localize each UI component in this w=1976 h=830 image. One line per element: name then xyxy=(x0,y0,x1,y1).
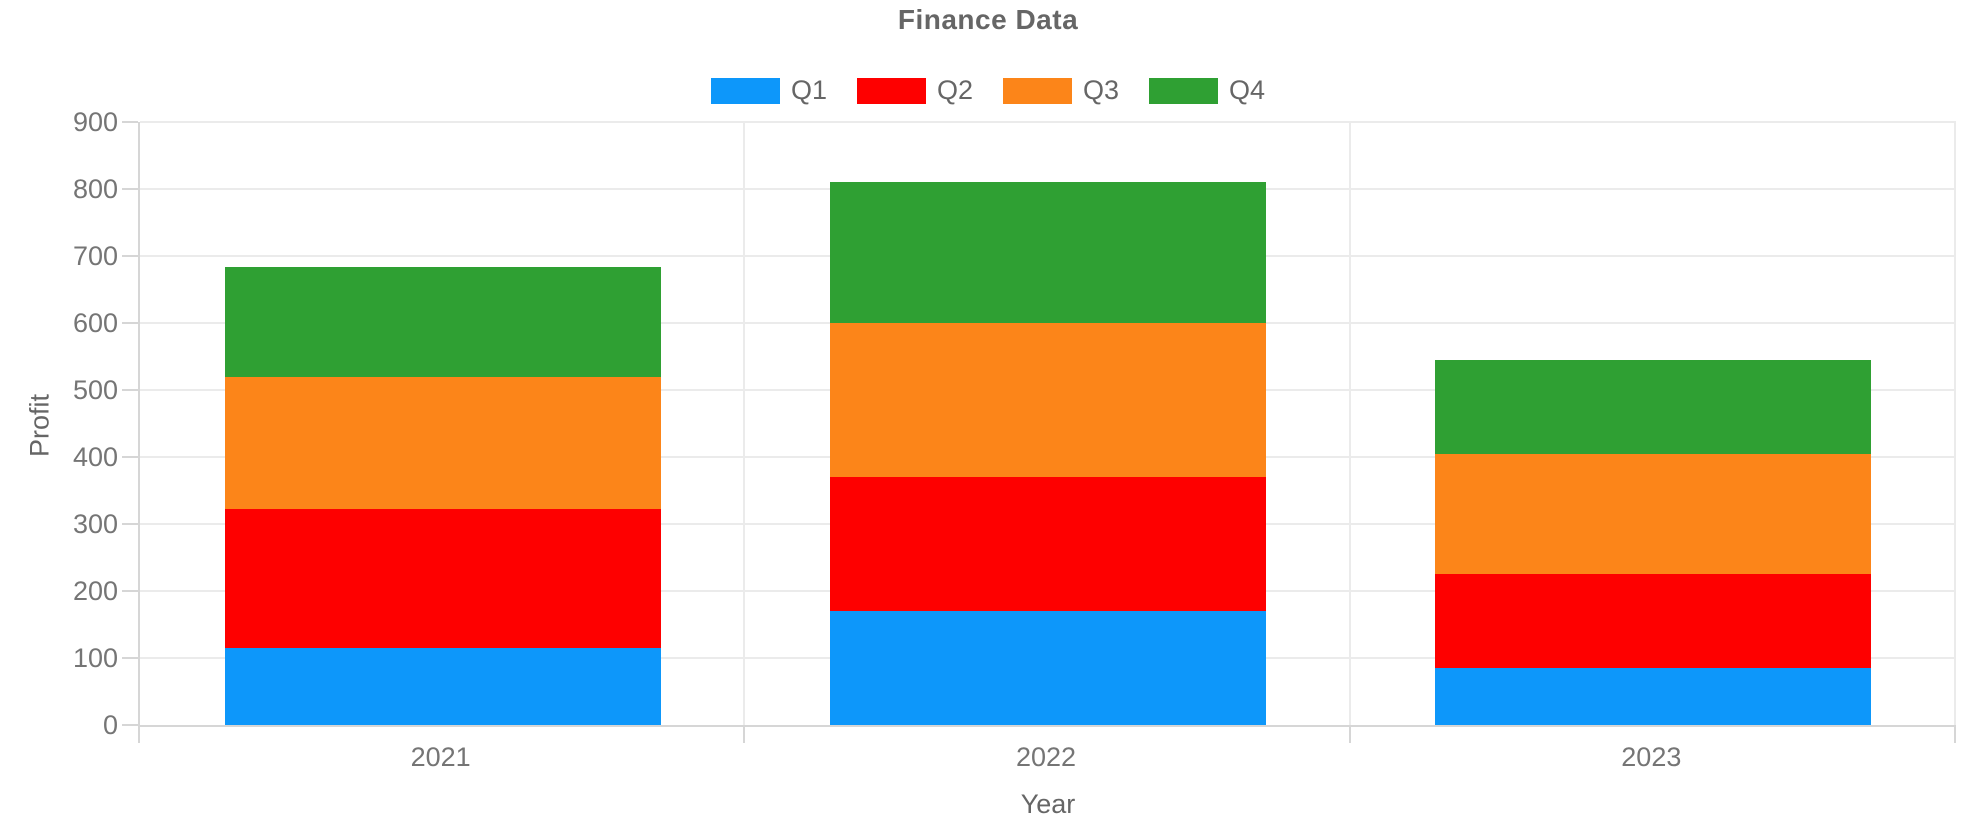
bar-2021-q1-segment[interactable] xyxy=(224,647,661,725)
x-tick-label-2021: 2021 xyxy=(410,742,471,772)
bar-2023-q4-segment[interactable] xyxy=(1435,359,1872,454)
legend-swatch-q4-icon xyxy=(1149,77,1219,104)
legend-item-q2[interactable]: Q2 xyxy=(856,75,973,106)
legend-swatch-q3-icon xyxy=(1003,77,1072,104)
y-tick-mark-500 xyxy=(122,389,138,391)
y-axis-title: Profit xyxy=(24,393,55,458)
y-tick-mark-800 xyxy=(122,188,138,190)
y-tick-mark-300 xyxy=(122,523,138,525)
y-gridline-900 xyxy=(140,121,1956,123)
legend-label-q3: Q3 xyxy=(1083,75,1120,105)
y-tick-label-600: 600 xyxy=(72,308,118,338)
legend-label-q1: Q1 xyxy=(790,75,827,105)
legend: Q1 Q2 Q3 Q4 xyxy=(0,75,1976,106)
y-tick-label-900: 900 xyxy=(72,107,118,137)
bar-2023-q2-segment[interactable] xyxy=(1435,574,1872,669)
legend-label-q4: Q4 xyxy=(1229,75,1266,105)
legend-item-q3[interactable]: Q3 xyxy=(1003,75,1119,106)
y-tick-label-700: 700 xyxy=(72,241,118,271)
bar-2022-q1-segment[interactable] xyxy=(830,611,1266,725)
legend-label-q2: Q2 xyxy=(936,75,973,105)
x-tick-mark-3 xyxy=(1954,727,1956,743)
y-tick-mark-900 xyxy=(122,121,138,123)
bar-2023-q1-segment[interactable] xyxy=(1435,668,1872,725)
y-tick-mark-400 xyxy=(122,456,138,458)
y-tick-label-300: 300 xyxy=(72,509,118,539)
x-tick-mark-0 xyxy=(138,727,140,743)
y-tick-label-500: 500 xyxy=(72,375,118,405)
y-tick-label-400: 400 xyxy=(72,442,118,472)
legend-swatch-q1-icon xyxy=(710,77,780,104)
bar-2022-q2-segment[interactable] xyxy=(830,477,1266,612)
legend-item-q1[interactable]: Q1 xyxy=(710,75,827,106)
y-tick-label-0: 0 xyxy=(102,710,118,740)
y-gridline-600 xyxy=(140,322,1956,324)
y-tick-mark-700 xyxy=(122,255,138,257)
bar-2022-q4-segment[interactable] xyxy=(830,182,1266,323)
x-tick-mark-2 xyxy=(1348,727,1351,743)
x-axis-title: Year xyxy=(1020,789,1076,819)
bar-2022-q3-segment[interactable] xyxy=(830,323,1266,478)
bar-2023-q3-segment[interactable] xyxy=(1435,453,1872,575)
x-gridline-3 xyxy=(1954,122,1956,725)
plot-area xyxy=(122,121,1956,743)
chart-title: Finance Data xyxy=(897,4,1079,35)
y-tick-label-800: 800 xyxy=(72,174,118,204)
y-tick-mark-100 xyxy=(122,657,138,659)
bar-2021-q2-segment[interactable] xyxy=(224,509,661,648)
x-gridline-1 xyxy=(743,122,746,725)
bar-2021-q4-segment[interactable] xyxy=(224,266,661,377)
x-tick-mark-1 xyxy=(743,727,746,743)
x-tick-label-2022: 2022 xyxy=(1015,742,1077,772)
y-tick-label-100: 100 xyxy=(72,643,118,673)
y-tick-mark-200 xyxy=(122,590,138,592)
y-tick-label-200: 200 xyxy=(72,576,118,606)
y-tick-mark-600 xyxy=(122,322,138,324)
x-tick-label-2023: 2023 xyxy=(1621,742,1682,772)
y-tick-mark-0 xyxy=(122,724,138,726)
legend-swatch-q2-icon xyxy=(856,77,926,104)
x-gridline-2 xyxy=(1348,122,1351,725)
legend-item-q4[interactable]: Q4 xyxy=(1149,75,1265,106)
bar-2021-q3-segment[interactable] xyxy=(224,376,661,510)
